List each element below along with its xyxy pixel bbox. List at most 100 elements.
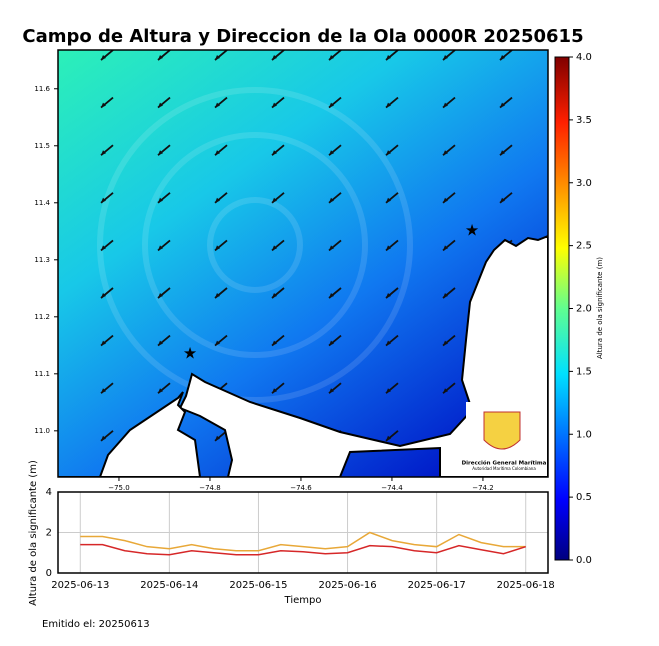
- arrow-head: [443, 197, 448, 203]
- arrow-head: [329, 197, 334, 203]
- arrow-head: [101, 293, 106, 298]
- coast-west: [58, 391, 202, 477]
- colorbar-tick-label: 1.5: [576, 366, 592, 377]
- station-star: ★: [465, 221, 479, 240]
- arrow-head: [215, 293, 220, 298]
- arrow-head: [386, 293, 391, 298]
- arrow-head: [272, 293, 277, 298]
- logo-subtitle: Autoridad Marítima Colombiana: [472, 466, 536, 471]
- x-axis-label: Tiempo: [284, 595, 322, 606]
- arrow-head: [500, 150, 505, 156]
- arrow-head: [500, 102, 505, 108]
- colorbar-tick-label: 3.5: [576, 115, 592, 126]
- arrow-head: [329, 102, 334, 108]
- coast-east: [178, 234, 548, 477]
- arrow-head: [158, 340, 163, 346]
- arrow-head: [329, 245, 334, 251]
- arrow-head: [272, 55, 277, 60]
- x-tick-label: −74.6: [290, 484, 312, 492]
- line-chart: 2025-06-13 2025-06-14 2025-06-15 2025-06-16…: [46, 487, 555, 591]
- arrow-head: [215, 435, 220, 441]
- x-tick-label: 2025-06-13: [51, 580, 109, 591]
- arrow-head: [443, 102, 448, 108]
- colorbar-tick-label: 2.0: [576, 304, 592, 315]
- arrow-head: [215, 150, 220, 156]
- arrow-head: [443, 150, 448, 156]
- colorbar-tick-label: 3.0: [576, 178, 592, 189]
- arrow-head: [101, 388, 106, 394]
- x-tick-label: −74.8: [199, 484, 220, 492]
- logo-shield: [483, 411, 521, 450]
- arrow-head: [443, 388, 448, 394]
- arrow-head: [272, 388, 277, 394]
- watermark: [97, 87, 413, 403]
- y-tick-label: 11.0: [34, 427, 50, 435]
- x-tick-label: 2025-06-17: [408, 580, 466, 591]
- arrow-head: [386, 435, 391, 441]
- arrow-head: [215, 340, 220, 346]
- arrow-head: [443, 340, 448, 346]
- y-tick-label: 11.2: [34, 313, 50, 321]
- arrow-head: [329, 388, 334, 394]
- x-tick-label: −74.2: [472, 484, 493, 492]
- arrow-head: [158, 150, 163, 156]
- colorbar-tick-label: 0.5: [576, 492, 592, 503]
- colorbar-label: Altura de ola significante (m): [596, 257, 604, 359]
- series-line: [80, 543, 526, 556]
- line-frame: [57, 491, 549, 574]
- arrow-head: [386, 388, 391, 394]
- map-axes: −75.0 −74.8 −74.6 −74.4 −74.2 11.0 11.1 11.2 11.…: [34, 85, 493, 492]
- arrow-head: [158, 102, 163, 108]
- arrow-head: [158, 388, 163, 394]
- arrow-head: [101, 150, 106, 156]
- arrow-head: [158, 293, 163, 298]
- y-tick-label: 11.3: [34, 256, 50, 264]
- station-star: ★: [183, 344, 197, 363]
- y-tick-label: 0: [46, 568, 52, 579]
- y-axis-label: Altura de ola significante (m): [28, 460, 39, 606]
- arrow-head: [329, 340, 334, 346]
- arrow-head: [443, 55, 448, 60]
- y-tick-label: 11.1: [34, 370, 50, 378]
- arrow-head: [215, 197, 220, 203]
- arrow-head: [500, 55, 505, 60]
- y-tick-label: 11.6: [34, 85, 50, 93]
- arrow-head: [158, 245, 163, 251]
- arrow-head: [158, 55, 163, 60]
- x-tick-label: 2025-06-16: [318, 580, 376, 591]
- footer: Emitido el: 20250613: [42, 619, 150, 630]
- arrow-head: [443, 293, 448, 298]
- x-tick-label: 2025-06-15: [229, 580, 287, 591]
- x-tick-label: −74.4: [381, 484, 403, 492]
- arrow-head: [215, 55, 220, 60]
- y-tick-label: 2: [46, 528, 52, 539]
- series-line: [80, 531, 526, 552]
- arrow-head: [386, 340, 391, 346]
- arrow-head: [500, 197, 505, 203]
- colorbar-tick-label: 2.5: [576, 241, 592, 252]
- x-tick-label: 2025-06-18: [497, 580, 555, 591]
- colorbar-tick-label: 1.0: [576, 429, 592, 440]
- colorbar-axis: 0.0 0.5 1.0 1.5 2.0 2.5 3.0 3.5 4.0: [569, 52, 592, 566]
- colorbar-tick-label: 0.0: [576, 555, 592, 566]
- arrow-head: [443, 245, 448, 251]
- arrow-head: [272, 245, 277, 251]
- arrow-head: [272, 340, 277, 346]
- arrow-head: [386, 150, 391, 156]
- x-tick-label: −75.0: [108, 484, 129, 492]
- arrow-head: [329, 55, 334, 60]
- arrow-head: [272, 102, 277, 108]
- arrow-head: [215, 245, 220, 251]
- colorbar: [554, 56, 570, 561]
- x-tick-label: 2025-06-14: [140, 580, 198, 591]
- arrow-head: [386, 55, 391, 60]
- arrow-head: [101, 245, 106, 251]
- arrow-head: [272, 150, 277, 156]
- arrow-head: [101, 102, 106, 108]
- arrow-head: [215, 102, 220, 108]
- arrow-head: [101, 197, 106, 203]
- arrow-head: [101, 55, 106, 60]
- arrow-head: [329, 150, 334, 156]
- arrow-head: [272, 197, 277, 203]
- arrow-head: [386, 245, 391, 251]
